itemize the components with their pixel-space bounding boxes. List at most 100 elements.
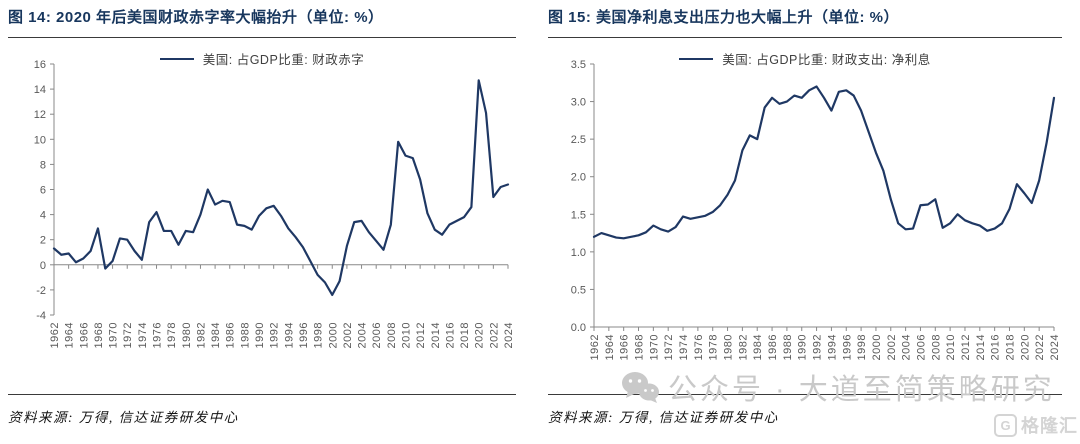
svg-text:2016: 2016 bbox=[990, 334, 1002, 360]
svg-text:1972: 1972 bbox=[122, 322, 134, 348]
svg-text:6: 6 bbox=[40, 185, 46, 197]
gelonghui-logo: G 格隆汇 bbox=[994, 412, 1078, 438]
svg-text:8: 8 bbox=[40, 159, 46, 171]
svg-text:2002: 2002 bbox=[886, 334, 898, 360]
figure-title: 图 15: 美国净利息支出压力也大幅上升（单位: %） bbox=[548, 9, 900, 26]
svg-text:1992: 1992 bbox=[812, 334, 824, 360]
svg-text:1992: 1992 bbox=[269, 322, 281, 348]
svg-text:2012: 2012 bbox=[960, 334, 972, 360]
svg-text:2012: 2012 bbox=[415, 322, 427, 348]
svg-text:1962: 1962 bbox=[589, 334, 601, 360]
svg-text:1978: 1978 bbox=[166, 322, 178, 348]
svg-text:1966: 1966 bbox=[619, 334, 631, 360]
svg-text:4: 4 bbox=[40, 210, 46, 222]
svg-text:1982: 1982 bbox=[195, 322, 207, 348]
svg-text:0: 0 bbox=[40, 260, 46, 272]
svg-text:1974: 1974 bbox=[137, 322, 149, 348]
svg-text:1994: 1994 bbox=[283, 322, 295, 348]
wechat-icon bbox=[622, 372, 659, 403]
legend: 美国: 占GDP比重: 财政赤字 bbox=[8, 49, 516, 68]
svg-text:2014: 2014 bbox=[975, 334, 987, 360]
source-note: 资料来源: 万得, 信达证券研发中心 bbox=[8, 410, 239, 425]
figure-15: 图 15: 美国净利息支出压力也大幅上升（单位: %） 美国: 占GDP比重: … bbox=[548, 6, 1062, 426]
svg-text:10: 10 bbox=[34, 134, 46, 146]
svg-text:2010: 2010 bbox=[400, 322, 412, 348]
svg-text:-2: -2 bbox=[36, 285, 46, 297]
svg-text:2020: 2020 bbox=[474, 322, 486, 348]
svg-text:1984: 1984 bbox=[752, 334, 764, 360]
svg-text:1976: 1976 bbox=[152, 322, 164, 348]
svg-text:1.0: 1.0 bbox=[571, 247, 586, 259]
legend-label: 美国: 占GDP比重: 财政支出: 净利息 bbox=[722, 53, 931, 67]
svg-text:2006: 2006 bbox=[371, 322, 383, 348]
svg-text:1998: 1998 bbox=[313, 322, 325, 348]
gelonghui-icon: G bbox=[994, 413, 1017, 437]
legend-line-sample bbox=[679, 57, 714, 60]
svg-text:2000: 2000 bbox=[327, 322, 339, 348]
legend-label: 美国: 占GDP比重: 财政赤字 bbox=[202, 53, 365, 67]
bottom-rule bbox=[548, 394, 1062, 395]
svg-text:2018: 2018 bbox=[1004, 334, 1016, 360]
legend: 美国: 占GDP比重: 财政支出: 净利息 bbox=[548, 49, 1062, 68]
svg-text:1966: 1966 bbox=[78, 322, 90, 348]
svg-text:2008: 2008 bbox=[386, 322, 398, 348]
gelonghui-text: 格隆汇 bbox=[1021, 416, 1078, 436]
svg-text:2008: 2008 bbox=[930, 334, 942, 360]
svg-text:3.0: 3.0 bbox=[571, 97, 586, 109]
svg-text:1970: 1970 bbox=[108, 322, 120, 348]
svg-text:0.5: 0.5 bbox=[571, 284, 586, 296]
svg-text:1974: 1974 bbox=[678, 334, 690, 360]
svg-text:14: 14 bbox=[34, 84, 46, 96]
figure-title: 图 14: 2020 年后美国财政赤字率大幅抬升（单位: %） bbox=[8, 9, 384, 26]
svg-text:1976: 1976 bbox=[693, 334, 705, 360]
svg-text:2.0: 2.0 bbox=[571, 172, 586, 184]
svg-text:2024: 2024 bbox=[1049, 334, 1061, 360]
title-rule bbox=[8, 37, 516, 38]
bottom-rule bbox=[8, 394, 516, 395]
svg-text:2004: 2004 bbox=[901, 334, 913, 360]
svg-text:1984: 1984 bbox=[210, 322, 222, 348]
svg-text:16: 16 bbox=[34, 59, 46, 71]
svg-text:2010: 2010 bbox=[945, 334, 957, 360]
svg-text:2016: 2016 bbox=[444, 322, 456, 348]
watermark: 公众号 · 大道至简策略研究 bbox=[620, 366, 1055, 408]
svg-text:1994: 1994 bbox=[826, 334, 838, 360]
svg-text:2004: 2004 bbox=[357, 322, 369, 348]
deficit-chart-area: 美国: 占GDP比重: 财政赤字 16 14 12 10 8 6 4 2 0 -2 -4 1962 19… bbox=[8, 41, 516, 388]
figure-14: 图 14: 2020 年后美国财政赤字率大幅抬升（单位: %） 美国: 占GDP… bbox=[8, 6, 516, 426]
svg-text:1986: 1986 bbox=[767, 334, 779, 360]
svg-text:2006: 2006 bbox=[915, 334, 927, 360]
svg-text:1964: 1964 bbox=[604, 334, 616, 360]
svg-text:2022: 2022 bbox=[488, 322, 500, 348]
svg-text:1968: 1968 bbox=[93, 322, 105, 348]
title-rule bbox=[548, 37, 1062, 38]
svg-text:1996: 1996 bbox=[841, 334, 853, 360]
svg-text:1978: 1978 bbox=[708, 334, 720, 360]
svg-text:12: 12 bbox=[34, 109, 46, 121]
svg-text:1986: 1986 bbox=[225, 322, 237, 348]
svg-text:1980: 1980 bbox=[723, 334, 735, 360]
svg-text:-4: -4 bbox=[36, 310, 46, 322]
svg-text:2000: 2000 bbox=[871, 334, 883, 360]
svg-text:1990: 1990 bbox=[797, 334, 809, 360]
svg-text:2.5: 2.5 bbox=[571, 134, 586, 146]
legend-line-sample bbox=[159, 57, 194, 60]
svg-text:1964: 1964 bbox=[64, 322, 76, 348]
svg-text:2002: 2002 bbox=[342, 322, 354, 348]
svg-text:1962: 1962 bbox=[49, 322, 61, 348]
svg-text:1970: 1970 bbox=[648, 334, 660, 360]
svg-text:1980: 1980 bbox=[181, 322, 193, 348]
net-interest-chart-area: 美国: 占GDP比重: 财政支出: 净利息 3.5 3.0 2.5 2.0 1.5 1.0… bbox=[548, 41, 1062, 388]
svg-text:0.0: 0.0 bbox=[571, 322, 586, 334]
source-note: 资料来源: 万得, 信达证券研发中心 bbox=[548, 410, 779, 425]
svg-text:1988: 1988 bbox=[239, 322, 251, 348]
svg-text:2014: 2014 bbox=[430, 322, 442, 348]
watermark-text: 公众号 · 大道至简策略研究 bbox=[668, 374, 1055, 406]
svg-text:2: 2 bbox=[40, 235, 46, 247]
svg-text:1990: 1990 bbox=[254, 322, 266, 348]
svg-text:2020: 2020 bbox=[1019, 334, 1031, 360]
svg-text:2024: 2024 bbox=[503, 322, 515, 348]
svg-text:2018: 2018 bbox=[459, 322, 471, 348]
